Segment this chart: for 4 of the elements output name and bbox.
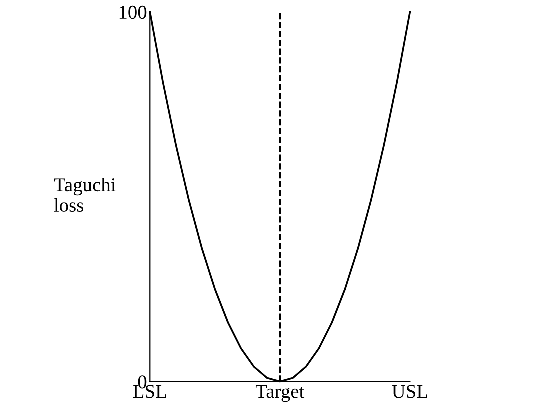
- x-tick-label: Target: [256, 385, 305, 402]
- y-axis-title: Taguchi loss: [54, 178, 116, 212]
- x-tick-label: USL: [392, 385, 428, 398]
- y-tick-label: 100: [120, 6, 147, 20]
